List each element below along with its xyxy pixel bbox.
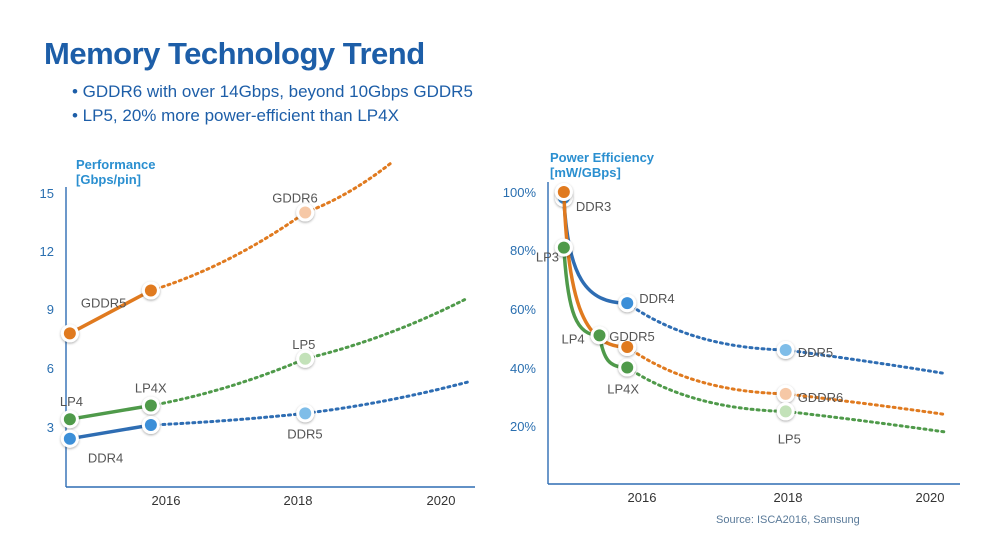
page-title: Memory Technology Trend — [44, 36, 425, 71]
y-tick-label: 9 — [47, 302, 54, 317]
data-point — [63, 413, 76, 426]
data-point — [63, 327, 76, 340]
x-tick-label: 2018 — [284, 493, 313, 508]
series-line-solid — [68, 288, 153, 336]
series-line-projection — [625, 301, 946, 375]
y-tick-label: 12 — [40, 244, 54, 259]
data-point — [144, 419, 157, 432]
series-line-solid — [562, 190, 629, 349]
series-line-projection — [149, 162, 392, 292]
data-point — [621, 341, 634, 354]
data-point-label: LP4X — [135, 381, 167, 396]
data-point-label: LP5 — [778, 431, 801, 446]
x-tick-label: 2018 — [774, 490, 803, 505]
y-tick-label: 6 — [47, 361, 54, 376]
y-tick-label: 15 — [40, 186, 54, 201]
data-point — [779, 405, 792, 418]
y-axis-title: Performance — [76, 157, 155, 172]
x-tick-label: 2016 — [628, 490, 657, 505]
data-point — [299, 206, 312, 219]
data-point-label: DDR5 — [798, 345, 833, 360]
data-point-label: LP4 — [562, 331, 585, 346]
bullet-lp5: • LP5, 20% more power-efficient than LP4… — [72, 106, 399, 125]
data-point — [299, 352, 312, 365]
data-point-label: GDDR5 — [609, 329, 655, 344]
series-line-solid — [68, 423, 153, 441]
y-tick-label: 60% — [510, 302, 536, 317]
y-tick-label: 3 — [47, 420, 54, 435]
data-point-label: DDR5 — [287, 426, 322, 441]
x-tick-label: 2016 — [152, 493, 181, 508]
data-point — [779, 387, 792, 400]
data-point-label: GDDR6 — [272, 191, 318, 206]
y-tick-label: 80% — [510, 243, 536, 258]
y-axis-title: Power Efficiency — [550, 150, 655, 165]
data-point-label: DDR4 — [639, 291, 674, 306]
y-tick-label: 40% — [510, 361, 536, 376]
data-point — [144, 284, 157, 297]
data-point — [557, 241, 570, 254]
y-axis-title: [Gbps/pin] — [76, 172, 141, 187]
data-point — [299, 407, 312, 420]
x-tick-label: 2020 — [916, 490, 945, 505]
data-point-label: LP3 — [536, 250, 559, 265]
source-note: Source: ISCA2016, Samsung — [716, 514, 860, 526]
data-point-label: DDR3 — [576, 199, 611, 214]
series-line-solid — [68, 403, 153, 421]
data-point — [621, 361, 634, 374]
data-point — [557, 186, 570, 198]
y-axis-title: [mW/GBps] — [550, 165, 621, 180]
data-point-label: GDDR5 — [81, 296, 127, 311]
data-point — [144, 399, 157, 412]
data-point-label: LP4X — [607, 382, 639, 397]
data-point — [779, 343, 792, 356]
data-point-label: GDDR6 — [798, 390, 844, 405]
bullet-gddr6: • GDDR6 with over 14Gbps, beyond 10Gbps … — [72, 82, 473, 101]
data-point-label: LP4 — [60, 394, 83, 409]
data-point — [593, 329, 606, 342]
data-point — [63, 432, 76, 445]
data-point-label: LP5 — [292, 337, 315, 352]
data-point-label: DDR4 — [88, 451, 123, 466]
y-tick-label: 20% — [510, 419, 536, 434]
x-tick-label: 2020 — [427, 493, 456, 508]
data-point — [621, 297, 634, 310]
y-tick-label: 100% — [503, 185, 537, 200]
